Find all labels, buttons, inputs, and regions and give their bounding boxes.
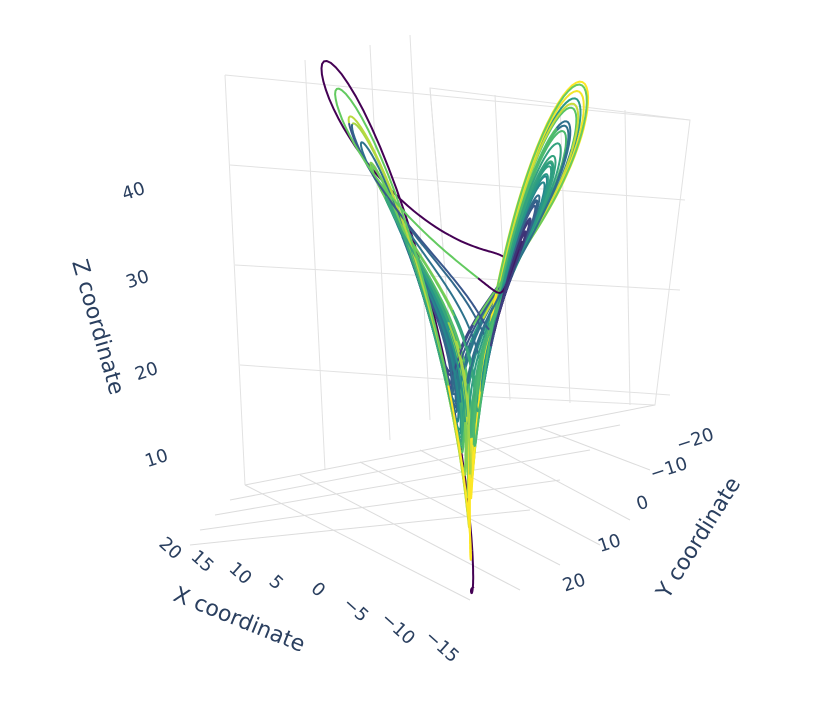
y-axis-title: Y coordinate [651,473,746,604]
x-tick-label: −15 [421,626,463,667]
x-tick-label: 5 [265,571,288,594]
trajectory-segment [472,80,590,462]
z-tick-label: 40 [119,178,147,205]
x-tick-label: 15 [187,546,218,577]
trajectory-segment [447,321,471,475]
trajectory-segment [472,83,588,326]
trajectory-segment [473,290,506,443]
x-tick-label: 0 [307,578,330,601]
x-tick-label: 10 [225,558,256,589]
z-axis-title: Z coordinate [66,257,128,398]
x-tick-label: −5 [339,593,373,626]
y-tick-label: 20 [560,569,588,596]
trajectory-segment [473,129,558,447]
trajectory-segment [426,289,460,422]
trajectory-segment [378,182,451,401]
y-tick-label: 0 [634,492,651,516]
x-tick-label: 20 [155,533,186,564]
x-tick-label: −10 [377,608,419,649]
trajectory-segment [447,385,472,561]
trajectory-segment [489,250,522,347]
trajectory-segment [493,173,549,327]
z-tick-label: 30 [123,266,151,293]
x-axis-title: X coordinate [170,582,309,657]
trajectory-segment [334,87,479,386]
lorenz-trajectory [320,60,590,595]
trajectory-segment [470,550,475,595]
y-tick-label: −10 [648,453,691,485]
y-tick-label: 10 [595,530,623,557]
trajectory-segment [384,195,450,349]
trajectory-segment [470,293,497,496]
z-tick-label: 10 [142,445,170,472]
y-tick-label: −20 [674,424,717,456]
z-tick-label: 20 [132,358,160,385]
